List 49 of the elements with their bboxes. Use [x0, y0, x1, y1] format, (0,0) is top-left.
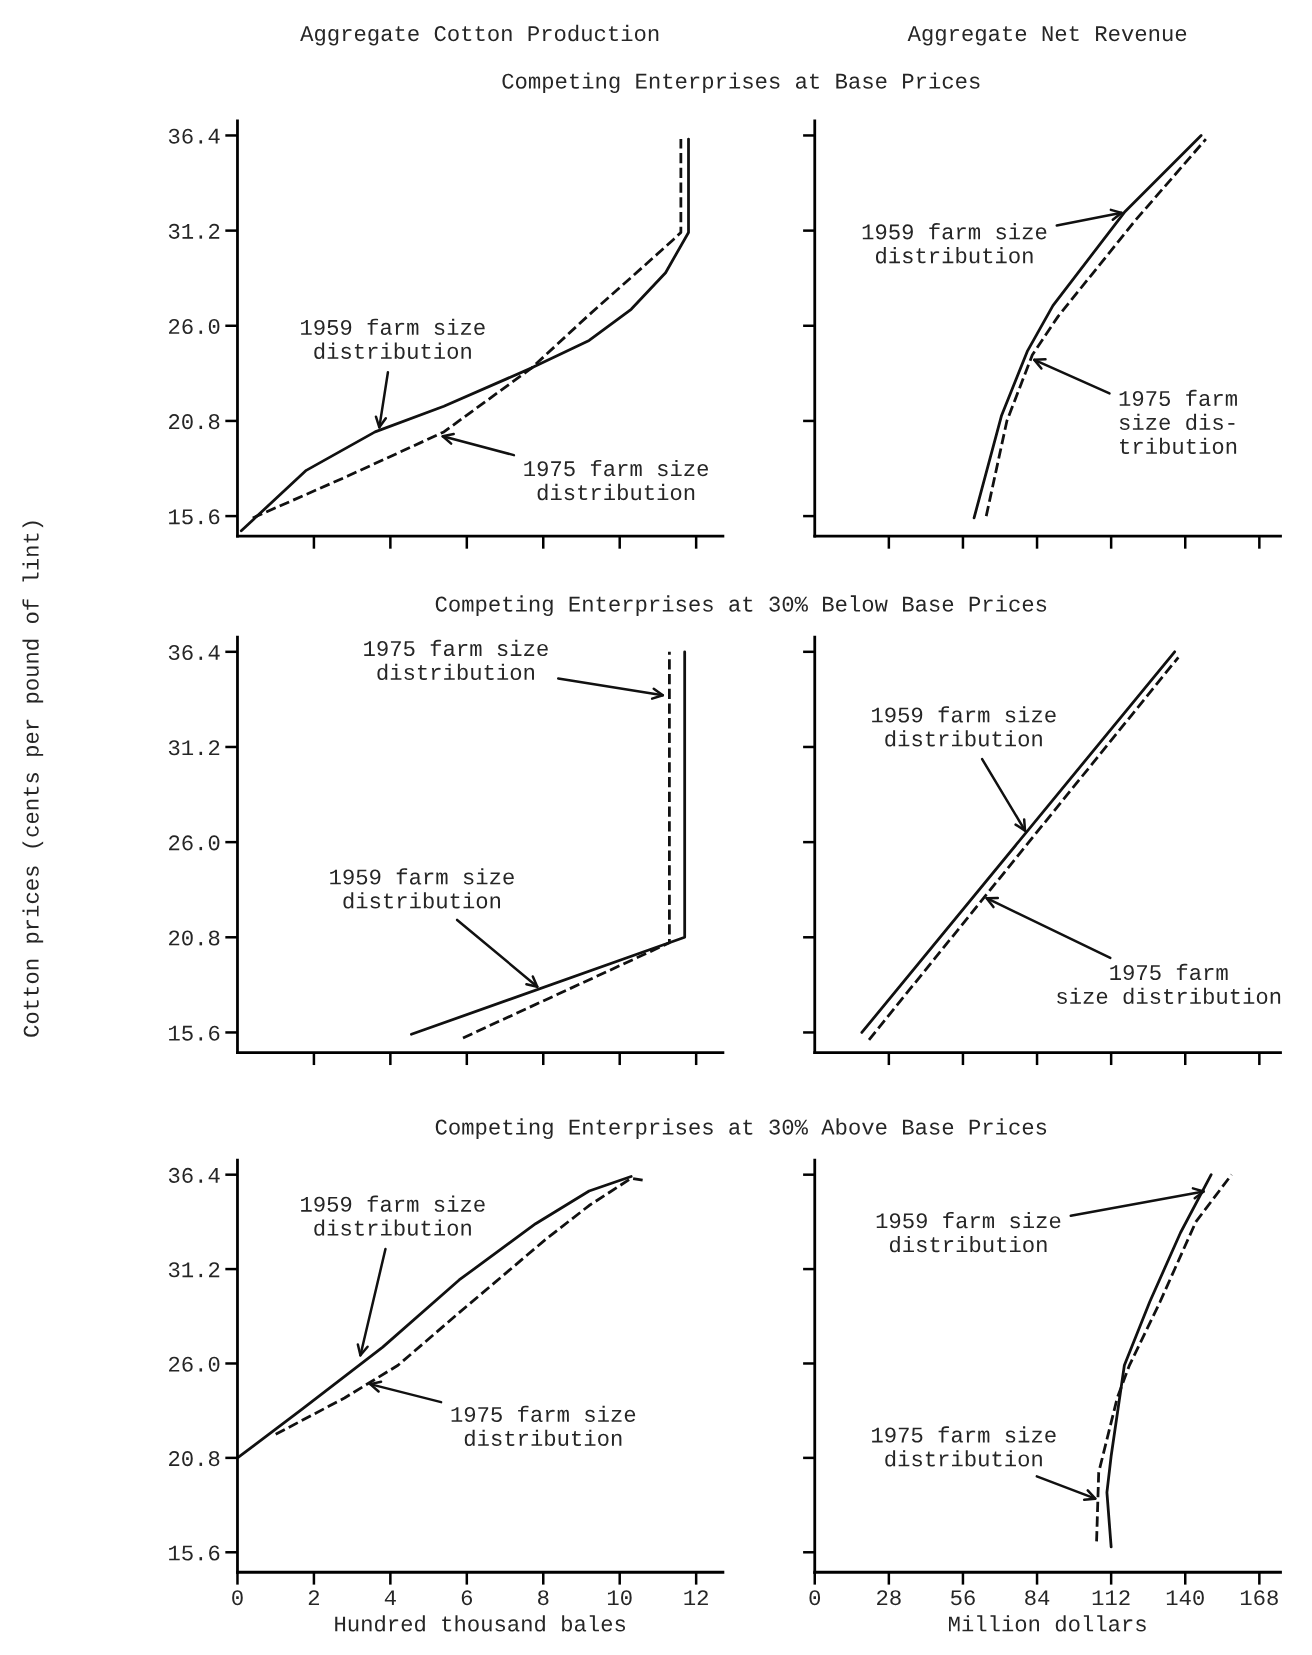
annotation: 1959 farm size distribution — [301, 318, 485, 359]
annotation: 1975 farm size distribution — [364, 639, 548, 681]
y-tick-label: 31.2 — [168, 1262, 220, 1278]
annotation: 1959 farm size distribution — [301, 1195, 485, 1236]
annotation: 1959 farm size distribution — [876, 1212, 1061, 1253]
chart-subtitle: Competing Enterprises at 30% Above Base Prices — [435, 1118, 1047, 1140]
x-tick-label: 28 — [877, 1590, 901, 1606]
x-tick-label: 12 — [684, 1590, 708, 1606]
x-tick-label: 8 — [538, 1590, 549, 1606]
annotation: 1975 farm size distribution — [451, 1405, 636, 1447]
x-tick-label: 2 — [308, 1590, 320, 1606]
chart-subtitle: Competing Enterprises at Base Prices — [502, 72, 980, 94]
x-axis-title: Million dollars — [949, 1615, 1146, 1632]
x-tick-label: 140 — [1166, 1590, 1204, 1606]
x-tick-label: 6 — [461, 1590, 473, 1606]
y-tick-label: 15.6 — [169, 1025, 220, 1041]
y-tick-label: 26.0 — [169, 835, 220, 851]
annotation: 1959 farm size distribution — [862, 223, 1047, 264]
annotation: 1975 farm size distribution — [1057, 963, 1281, 1005]
x-tick-label: 168 — [1240, 1590, 1278, 1606]
y-tick-label: 15.6 — [169, 509, 220, 525]
annotation: 1959 farm size distribution — [330, 868, 514, 909]
y-tick-label: 20.8 — [169, 414, 220, 430]
x-tick-label: 84 — [1025, 1590, 1050, 1606]
x-tick-label: 10 — [607, 1590, 632, 1606]
annotation: 1975 farm size distribution — [872, 1426, 1056, 1467]
y-tick-label: 20.8 — [169, 930, 220, 946]
x-tick-label: 4 — [384, 1590, 396, 1606]
y-tick-label: 26.0 — [169, 318, 220, 335]
annotation: 1959 farm size distribution — [872, 706, 1056, 747]
y-tick-label: 15.6 — [169, 1545, 220, 1561]
y-tick-label: 36.4 — [168, 645, 220, 661]
chart-title: Aggregate Cotton Production — [300, 24, 659, 46]
annotation: 1975 farm size distribution — [524, 459, 708, 501]
x-tick-label: 56 — [951, 1590, 975, 1606]
y-tick-label: 31.2 — [168, 223, 220, 239]
y-tick-label: 36.4 — [168, 128, 220, 144]
annotation: 1975 farm size dis- tribution — [1119, 389, 1237, 454]
y-tick-label: 36.4 — [168, 1167, 220, 1183]
x-tick-label: 112 — [1092, 1590, 1130, 1606]
y-axis-title: Cotton prices (cents per pound of lint) — [22, 521, 44, 1037]
chart-title: Aggregate Net Revenue — [907, 26, 1187, 46]
y-tick-label: 20.8 — [169, 1451, 220, 1467]
x-tick-label: 0 — [809, 1590, 821, 1606]
x-axis-title: Hundred thousand bales — [335, 1615, 626, 1632]
y-tick-label: 26.0 — [169, 1356, 220, 1372]
chart-subtitle: Competing Enterprises at 30% Below Base Prices — [435, 595, 1047, 617]
y-tick-label: 31.2 — [168, 740, 220, 756]
x-tick-label: 0 — [232, 1590, 243, 1606]
